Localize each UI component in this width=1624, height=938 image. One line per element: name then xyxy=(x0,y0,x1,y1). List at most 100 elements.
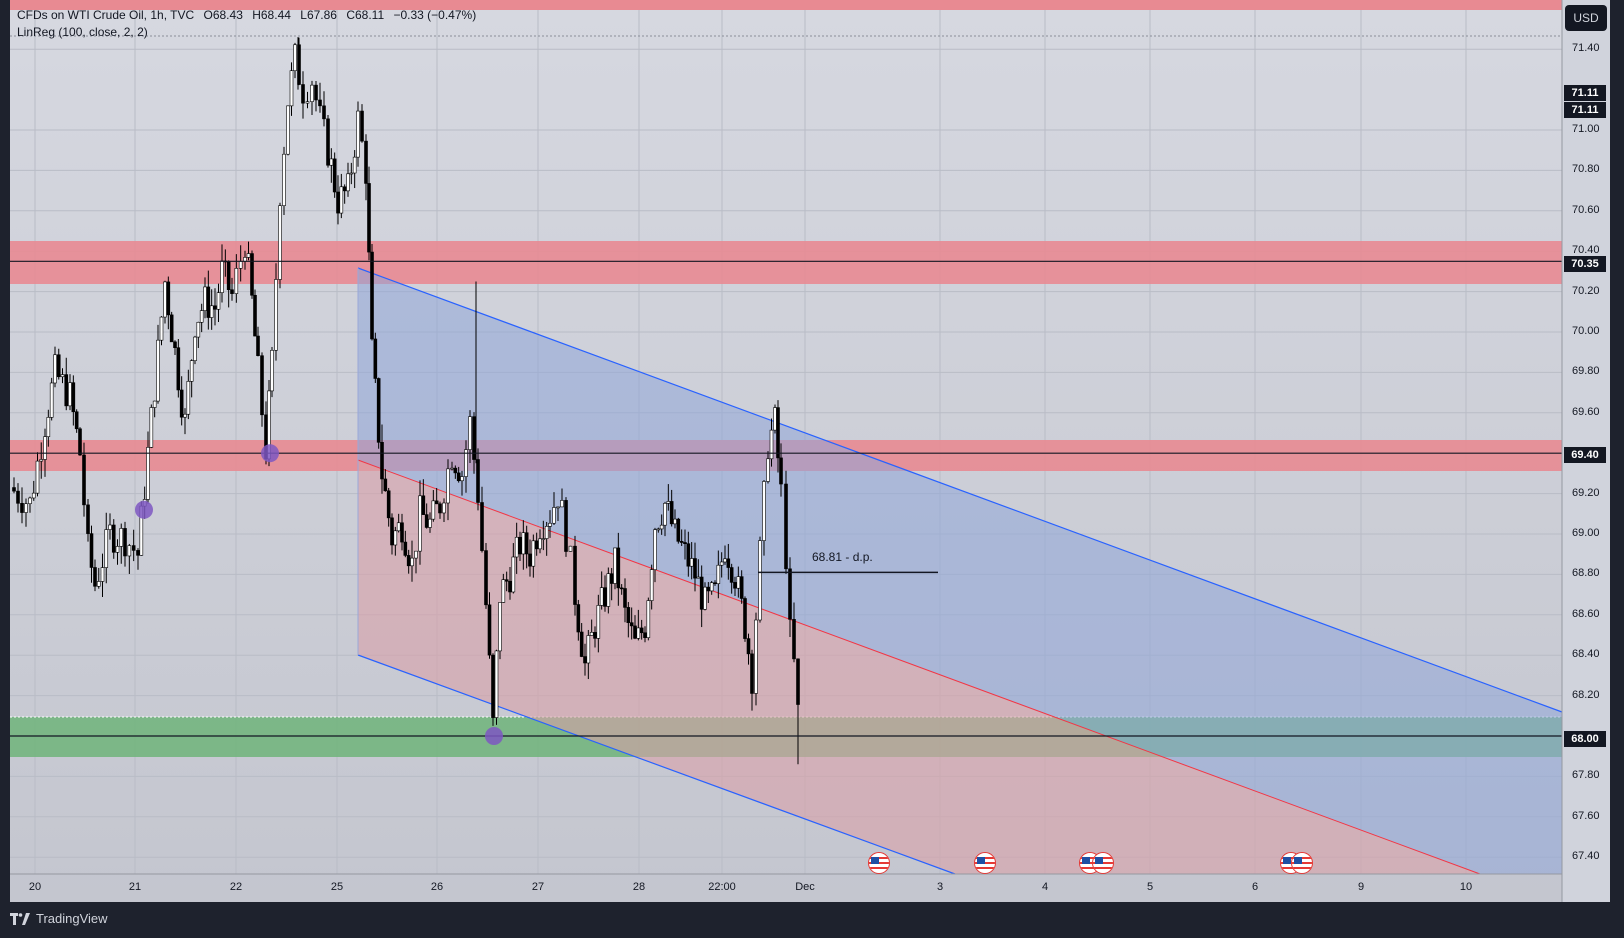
candle-bearish xyxy=(480,502,484,551)
candle-bearish xyxy=(779,457,783,485)
price-tick-label: 70.20 xyxy=(1572,284,1600,297)
price-tag-close: 71.11 xyxy=(1564,102,1606,118)
candle-bullish xyxy=(521,532,526,555)
candle-bearish xyxy=(679,541,684,543)
candle-bearish xyxy=(78,428,82,456)
dp-annotation-label[interactable]: 68.81 - d.p. xyxy=(812,550,873,564)
candle-bullish xyxy=(649,569,654,601)
currency-button[interactable]: USD xyxy=(1565,5,1607,31)
candle-bearish xyxy=(504,579,509,582)
candle-bullish xyxy=(514,536,519,558)
candle-bullish xyxy=(146,447,150,500)
candle-bearish xyxy=(683,542,687,545)
candle-bullish xyxy=(589,632,594,636)
candle-bullish xyxy=(310,84,314,102)
price-tick-label: 68.80 xyxy=(1572,567,1600,580)
candle-bullish xyxy=(736,576,741,589)
candle-bullish xyxy=(104,529,109,568)
candle-bullish xyxy=(689,558,694,567)
time-tick-label: 20 xyxy=(28,881,42,893)
candle-bearish xyxy=(360,110,364,142)
candle-bullish xyxy=(156,339,160,402)
candle-bearish xyxy=(583,656,587,664)
candle-bullish xyxy=(49,382,54,418)
price-tag-last: 71.11 xyxy=(1564,85,1606,101)
time-tick-label: 9 xyxy=(1357,881,1365,893)
candle-bearish xyxy=(364,140,368,184)
candle-bullish xyxy=(450,467,454,470)
candle-bearish xyxy=(89,533,94,568)
candle-bullish xyxy=(193,336,197,361)
candle-bearish xyxy=(476,459,480,503)
price-tick-label: 69.80 xyxy=(1572,365,1600,378)
time-tick-label: 26 xyxy=(430,881,444,893)
candle-bearish xyxy=(639,627,644,634)
candle-bullish xyxy=(769,429,774,460)
candle-bullish xyxy=(339,186,344,214)
channel-lower-line xyxy=(357,654,956,875)
us-flag-event-icon[interactable] xyxy=(1291,852,1313,874)
candle-bearish xyxy=(12,487,16,492)
candle-bullish xyxy=(108,524,112,530)
candle-bearish xyxy=(56,354,61,378)
ohlc-low: L67.86 xyxy=(300,8,337,22)
time-tick-label: 5 xyxy=(1146,881,1154,893)
time-tick-label: 3 xyxy=(936,881,944,893)
indicator-legend[interactable]: LinReg (100, close, 2, 2) xyxy=(17,25,148,39)
time-tick-label: 21 xyxy=(128,881,142,893)
candle-bearish xyxy=(380,442,384,480)
candle-bullish xyxy=(696,576,701,579)
candle-bearish xyxy=(619,587,624,590)
symbol-name[interactable]: CFDs on WTI Crude Oil, 1h, TVC xyxy=(17,8,195,22)
us-flag-event-icon[interactable] xyxy=(1092,852,1114,874)
candle-bearish xyxy=(86,504,90,534)
candle-bearish xyxy=(64,374,69,407)
ohlc-close: C68.11 xyxy=(346,8,385,22)
candle-bullish xyxy=(766,458,770,482)
candle-bullish xyxy=(28,497,32,505)
candle-bullish xyxy=(548,522,552,527)
right-border xyxy=(1610,0,1624,902)
candle-bearish xyxy=(206,286,211,318)
candle-bearish xyxy=(746,638,751,655)
candle-bullish xyxy=(31,492,36,499)
candle-bearish xyxy=(169,314,174,343)
ohlc-open: O68.43 xyxy=(203,8,243,22)
candle-bearish xyxy=(603,587,607,607)
candle-bearish xyxy=(693,558,697,579)
tradingview-logo-icon xyxy=(10,912,30,925)
candle-bullish xyxy=(127,545,132,557)
candle-bullish xyxy=(596,605,601,639)
candle-bullish xyxy=(446,468,450,504)
candle-bullish xyxy=(53,354,57,384)
candle-bullish xyxy=(442,502,446,514)
candle-bearish xyxy=(301,84,305,104)
candle-bearish xyxy=(322,105,326,120)
candle-bearish xyxy=(403,541,408,556)
price-tick-label: 70.60 xyxy=(1572,203,1600,216)
candle-bullish xyxy=(238,261,243,269)
candle-bearish xyxy=(576,604,581,633)
candle-bearish xyxy=(729,567,734,583)
candle-bearish xyxy=(564,500,568,552)
tradingview-logo[interactable]: TradingView xyxy=(10,911,108,926)
us-flag-event-icon[interactable] xyxy=(868,852,890,874)
price-tag-mid-resistance: 69.40 xyxy=(1564,447,1606,463)
candle-bearish xyxy=(579,631,584,657)
candle-bearish xyxy=(406,555,411,567)
channel-upper-fill xyxy=(358,268,1562,874)
candle-bearish xyxy=(743,598,747,639)
candle-bearish xyxy=(792,619,796,660)
candle-bullish xyxy=(606,573,611,607)
candle-bearish xyxy=(82,454,86,506)
us-flag-event-icon[interactable] xyxy=(974,852,996,874)
candle-bullish xyxy=(501,579,506,603)
candle-bearish xyxy=(260,355,264,416)
pivot-marker xyxy=(261,444,279,463)
candle-bearish xyxy=(136,550,140,556)
candle-bearish xyxy=(616,547,621,589)
tradingview-logo-text: TradingView xyxy=(36,911,108,926)
candle-bullish xyxy=(159,316,164,341)
candle-bullish xyxy=(719,561,724,566)
